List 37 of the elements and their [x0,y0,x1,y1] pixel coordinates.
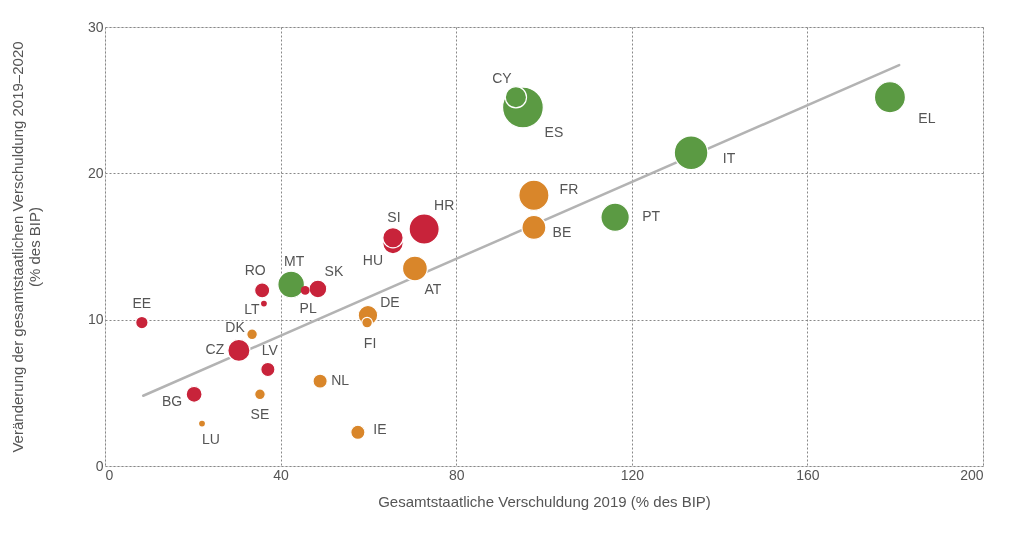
annotation: CZ [205,341,225,358]
annotation: SI [387,208,401,225]
annotation: HR [434,196,455,213]
annotation: EE [132,294,152,311]
annotation: HU [362,251,384,268]
annotation: IT [722,149,736,166]
x-tick-label: 40 [273,466,290,483]
x-tick-label: 80 [448,466,465,483]
annotation: AT [424,281,442,298]
annotation: FI [363,334,377,351]
annotation: LT [244,300,261,317]
y-tick-label: 10 [87,311,104,328]
x-tick-label: 160 [796,466,820,483]
annotation: DE [380,294,400,311]
annotation: SE [250,406,270,423]
y-tick-label: 20 [87,164,104,181]
annotation: BG [162,393,183,410]
y-tick-label: 30 [87,18,104,35]
annotation: EL [918,110,936,127]
annotation: PT [642,208,661,225]
annotation: ES [544,124,564,141]
annotation: BE [552,224,572,241]
x-axis-title: Gesamtstaatliche Verschuldung 2019 (% des BIP) [378,492,711,510]
x-tick-label: 120 [620,466,645,483]
annotation: RO [244,262,266,279]
annotation: LV [261,342,279,359]
x-tick-label: 200 [960,466,984,483]
y-axis-title: Veränderung der gesamtstaatlichen Verschuldung 2019–2020 (% des BIP) [8,41,43,453]
annotation: PL [299,300,317,317]
annotation: NL [331,372,350,389]
annotation: FR [559,181,579,198]
annotation: DK [225,319,246,336]
annotation: IE [373,421,387,438]
annotation: MT [284,252,305,269]
annotation: CY [492,70,513,87]
annotation: SK [324,262,344,279]
annotation: LU [202,430,220,447]
